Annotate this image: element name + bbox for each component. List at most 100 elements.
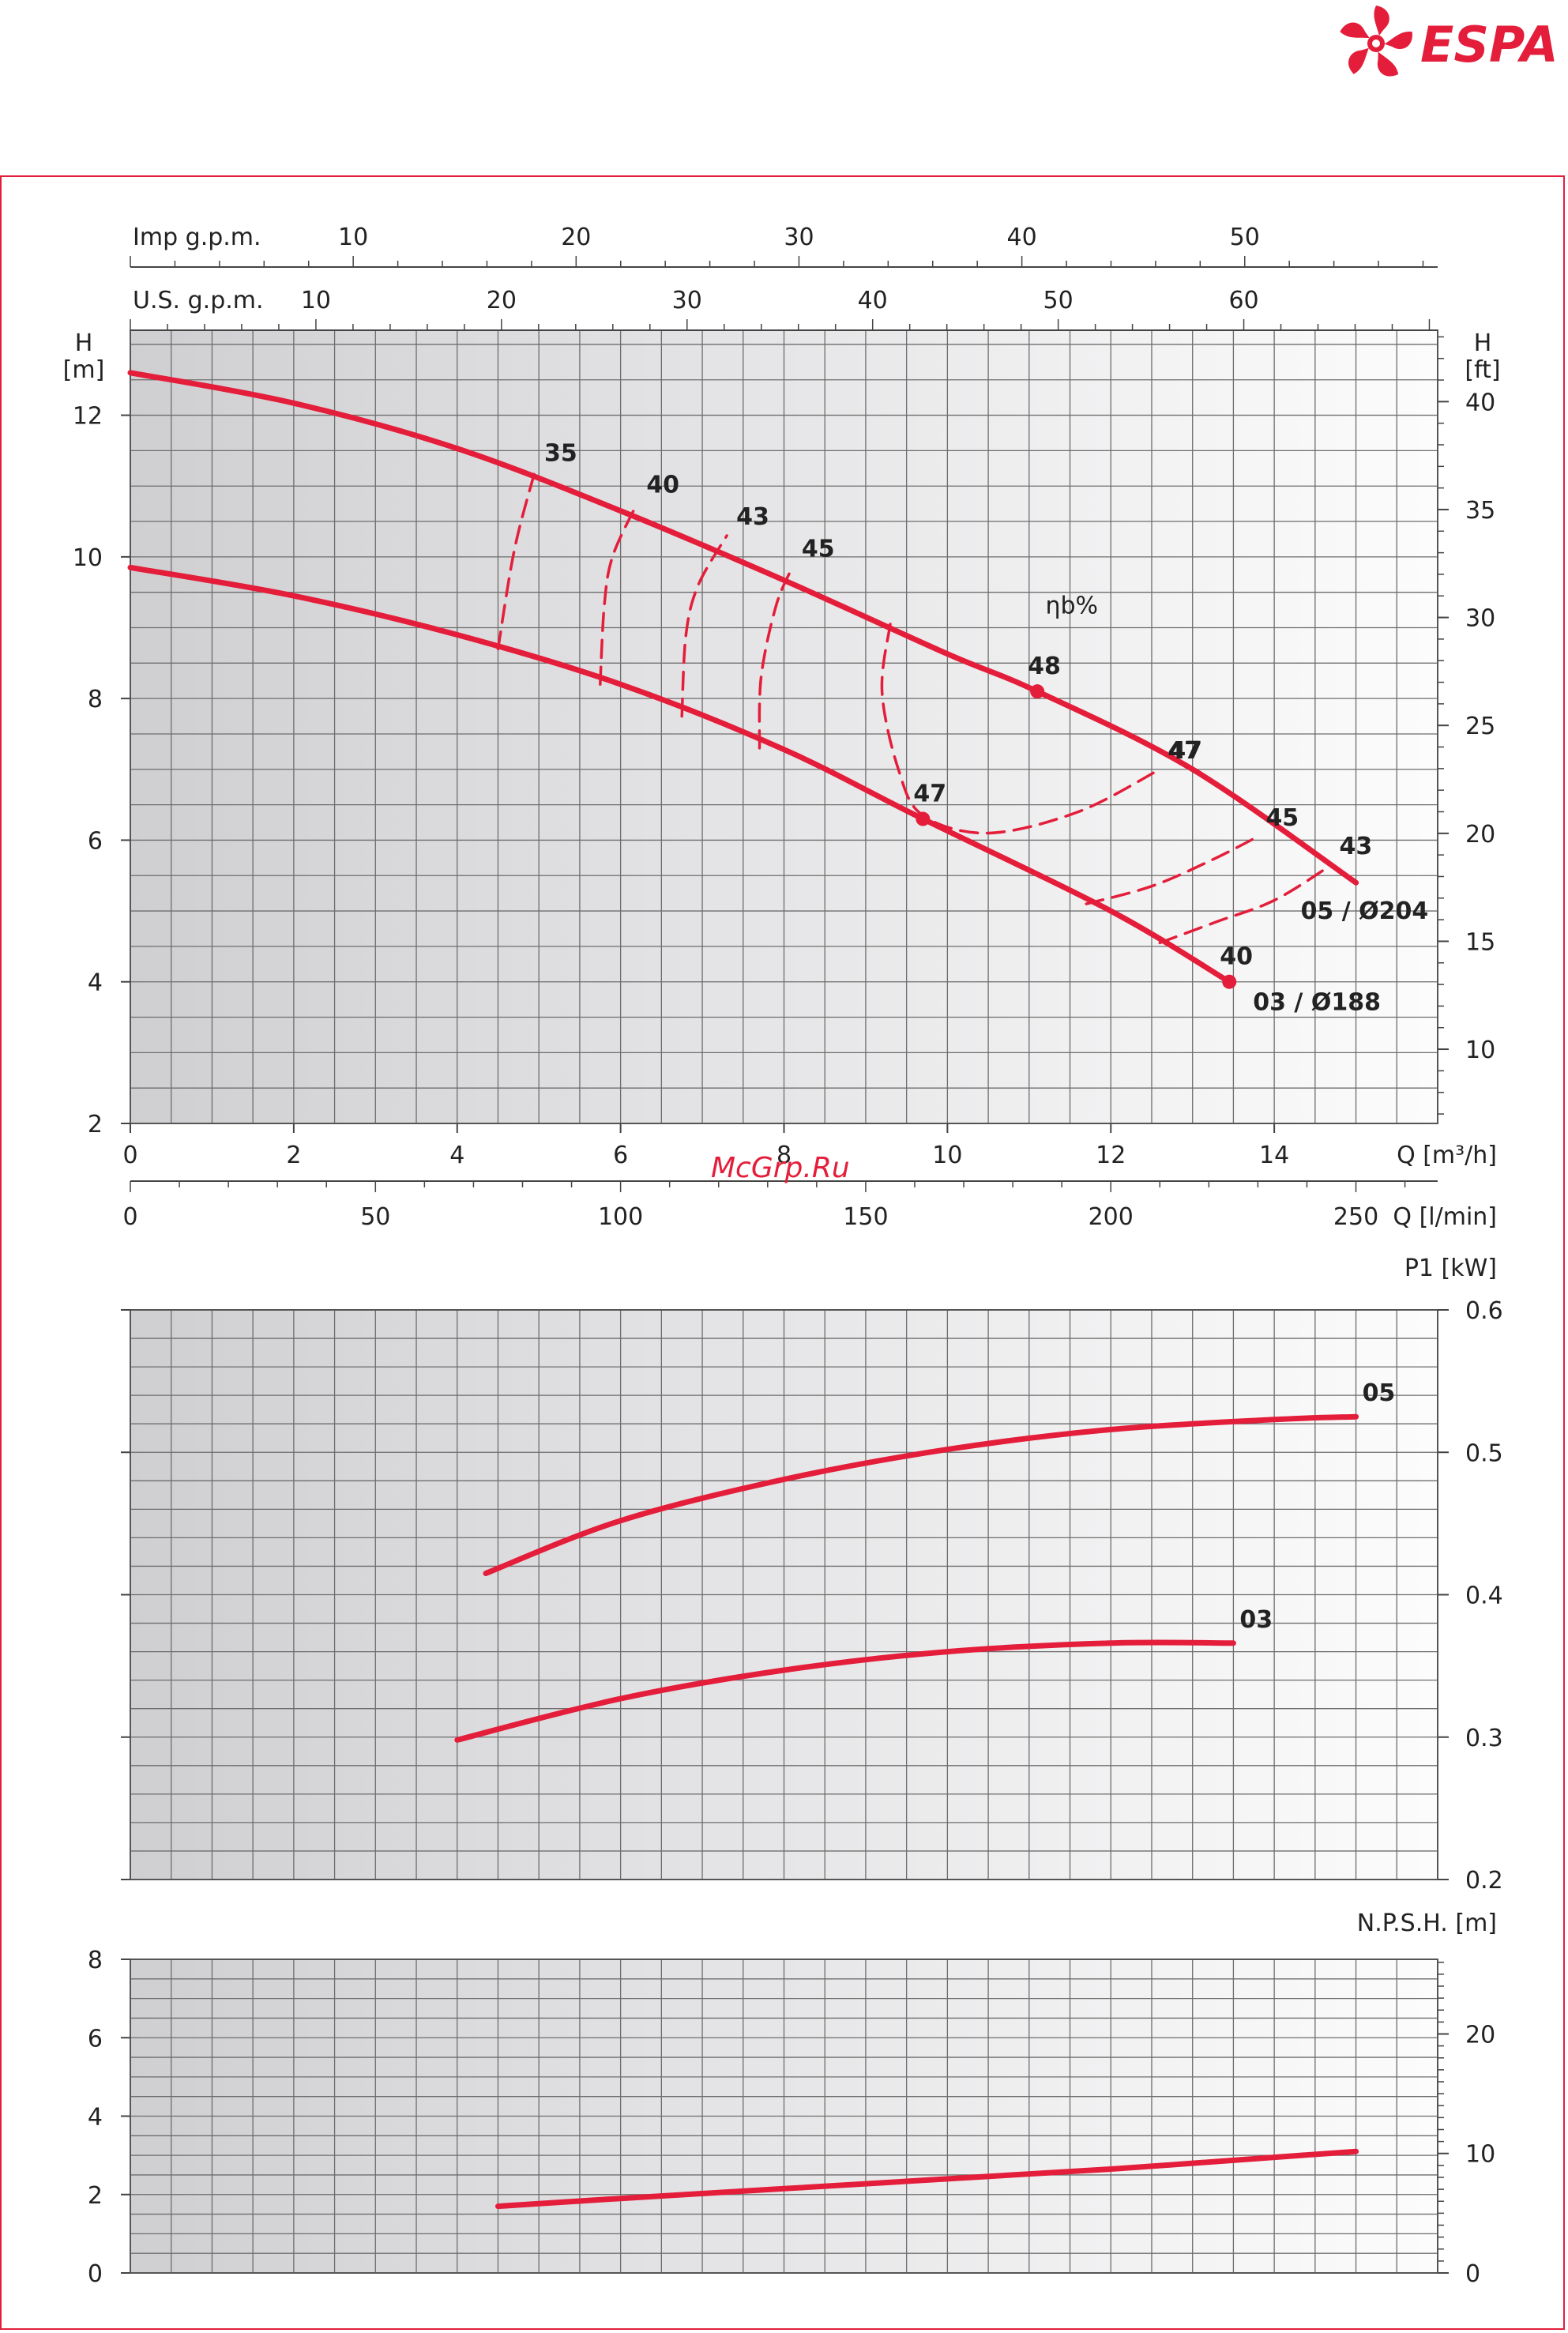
power-axis-title: P1 [kW] [1404, 1255, 1497, 1282]
npsh-y-tick-label: 6 [88, 2025, 103, 2053]
imp-gpm-tick-label: 40 [1007, 224, 1037, 251]
head-ft-tick-label: 20 [1465, 821, 1495, 849]
brand-name: ESPA [1420, 16, 1559, 73]
gridlines [130, 329, 1438, 2274]
point-label-40: 40 [1220, 943, 1253, 971]
power-y-tick-label: 0.3 [1465, 1725, 1503, 1752]
head-curve-03 [127, 564, 1232, 985]
power-series-label-03: 03 [1239, 1606, 1273, 1634]
head-curve-05 [127, 370, 1359, 886]
head-ft-tick-label: 40 [1465, 389, 1495, 416]
efficiency-curve-43 [680, 534, 728, 718]
head-axis-unit-left: [m] [63, 356, 105, 384]
power-y-tick-label: 0.6 [1465, 1297, 1503, 1325]
efficiency-curve-43 [1158, 864, 1333, 945]
efficiency-label-45: 45 [802, 535, 835, 563]
head-y-tick-label: 10 [73, 544, 103, 572]
q-tick-label: 0 [122, 1142, 137, 1169]
impeller-icon [1340, 6, 1412, 77]
imp-gpm-tick-label: 10 [338, 224, 368, 251]
point-label-47: 47 [913, 781, 946, 808]
espa-logo: ESPA [1335, 0, 1568, 87]
head-ft-tick-label: 15 [1465, 928, 1495, 956]
head-ft-tick-label: 10 [1465, 1037, 1495, 1064]
npsh-y-tick-label: 4 [88, 2104, 103, 2132]
efficiency-curve-40 [599, 502, 639, 686]
head-y-tick-label: 12 [73, 403, 103, 431]
chart-frame [0, 175, 1565, 2330]
head-ft-tick-label: 35 [1465, 497, 1495, 525]
power-curve-05 [483, 1413, 1359, 1576]
series-label-03: 03 / Ø188 [1253, 989, 1381, 1017]
us-gpm-tick-label: 30 [672, 287, 702, 314]
best-efficiency-point [1222, 974, 1237, 989]
efficiency-label-40: 40 [646, 472, 679, 499]
lmin-tick-label: 50 [360, 1203, 390, 1231]
espa-logo-graphic: ESPA [1340, 6, 1559, 77]
series-label-05: 05 / Ø204 [1301, 897, 1429, 925]
us-gpm-tick-label: 40 [858, 287, 888, 314]
npsh-curve [495, 2148, 1359, 2210]
power-series-label-05: 05 [1363, 1379, 1396, 1407]
head-axis-unit-right: [ft] [1465, 356, 1500, 384]
head-ft-tick-label: 25 [1465, 713, 1495, 740]
power-y-tick-label: 0.5 [1465, 1439, 1503, 1467]
watermark: McGrp.Ru [711, 1152, 850, 1184]
q-tick-label: 4 [449, 1142, 464, 1169]
us-gpm-tick-label: 60 [1228, 287, 1258, 314]
lmin-tick-label: 250 [1333, 1203, 1378, 1231]
power-y-tick-label: 0.2 [1465, 1867, 1503, 1895]
efficiency-curve-35 [496, 470, 536, 651]
q-tick-label: 12 [1096, 1142, 1126, 1169]
npsh-y-tick-label: 0 [88, 2260, 103, 2288]
efficiency-label-45: 45 [1265, 804, 1299, 832]
curves [127, 370, 1359, 2210]
head-y-tick-label: 6 [88, 827, 103, 855]
q-axis-title: Q [m³/h] [1397, 1142, 1497, 1169]
best-efficiency-point [916, 811, 931, 826]
npsh-y-tick-label: 8 [88, 1947, 103, 1974]
lmin-axis-title: Q [l/min] [1393, 1203, 1497, 1231]
imp-gpm-tick-label: 50 [1230, 224, 1260, 251]
efficiency-curve-45 [1085, 835, 1260, 905]
lmin-tick-label: 0 [122, 1203, 137, 1231]
point-label-48: 48 [1028, 653, 1061, 680]
head-axis-title-left: H [75, 329, 93, 357]
efficiency-label-43: 43 [1340, 833, 1373, 860]
us-gpm-axis-title: U.S. g.p.m. [133, 287, 264, 314]
head-y-tick-label: 4 [88, 969, 103, 997]
npsh-axis-title: N.P.S.H. [m] [1357, 1910, 1497, 1937]
head-y-tick-label: 8 [88, 686, 103, 713]
npsh-ft-tick-label: 10 [1465, 2141, 1495, 2169]
efficiency-axis-label: ηb% [1046, 593, 1099, 620]
power-y-tick-label: 0.4 [1465, 1582, 1503, 1610]
power-curve-03 [454, 1639, 1236, 1743]
efficiency-label-47: 47 [1168, 737, 1201, 765]
lmin-tick-label: 100 [598, 1203, 643, 1231]
q-tick-label: 10 [932, 1142, 962, 1169]
npsh-ft-tick-label: 20 [1465, 2021, 1495, 2049]
efficiency-curve-45 [758, 566, 794, 750]
head-y-tick-label: 2 [88, 1111, 103, 1138]
npsh-ft-tick-label: 0 [1465, 2260, 1480, 2288]
head-axis-title-right: H [1474, 329, 1492, 357]
us-gpm-tick-label: 20 [487, 287, 517, 314]
imp-gpm-tick-label: 20 [561, 224, 591, 251]
npsh-y-tick-label: 2 [88, 2182, 103, 2210]
q-tick-label: 8 [776, 1142, 792, 1169]
q-tick-label: 14 [1259, 1142, 1289, 1169]
efficiency-label-43: 43 [736, 503, 769, 531]
efficiency-label-35: 35 [544, 439, 577, 467]
best-efficiency-point [1030, 684, 1045, 699]
lmin-tick-label: 200 [1089, 1203, 1134, 1231]
us-gpm-tick-label: 10 [301, 287, 331, 314]
q-tick-label: 6 [613, 1142, 628, 1169]
head-ft-tick-label: 30 [1465, 605, 1495, 633]
us-gpm-tick-label: 50 [1043, 287, 1074, 314]
efficiency-label-47: 47 [1169, 737, 1202, 765]
imp-gpm-tick-label: 30 [784, 224, 814, 251]
q-tick-label: 2 [286, 1142, 301, 1169]
